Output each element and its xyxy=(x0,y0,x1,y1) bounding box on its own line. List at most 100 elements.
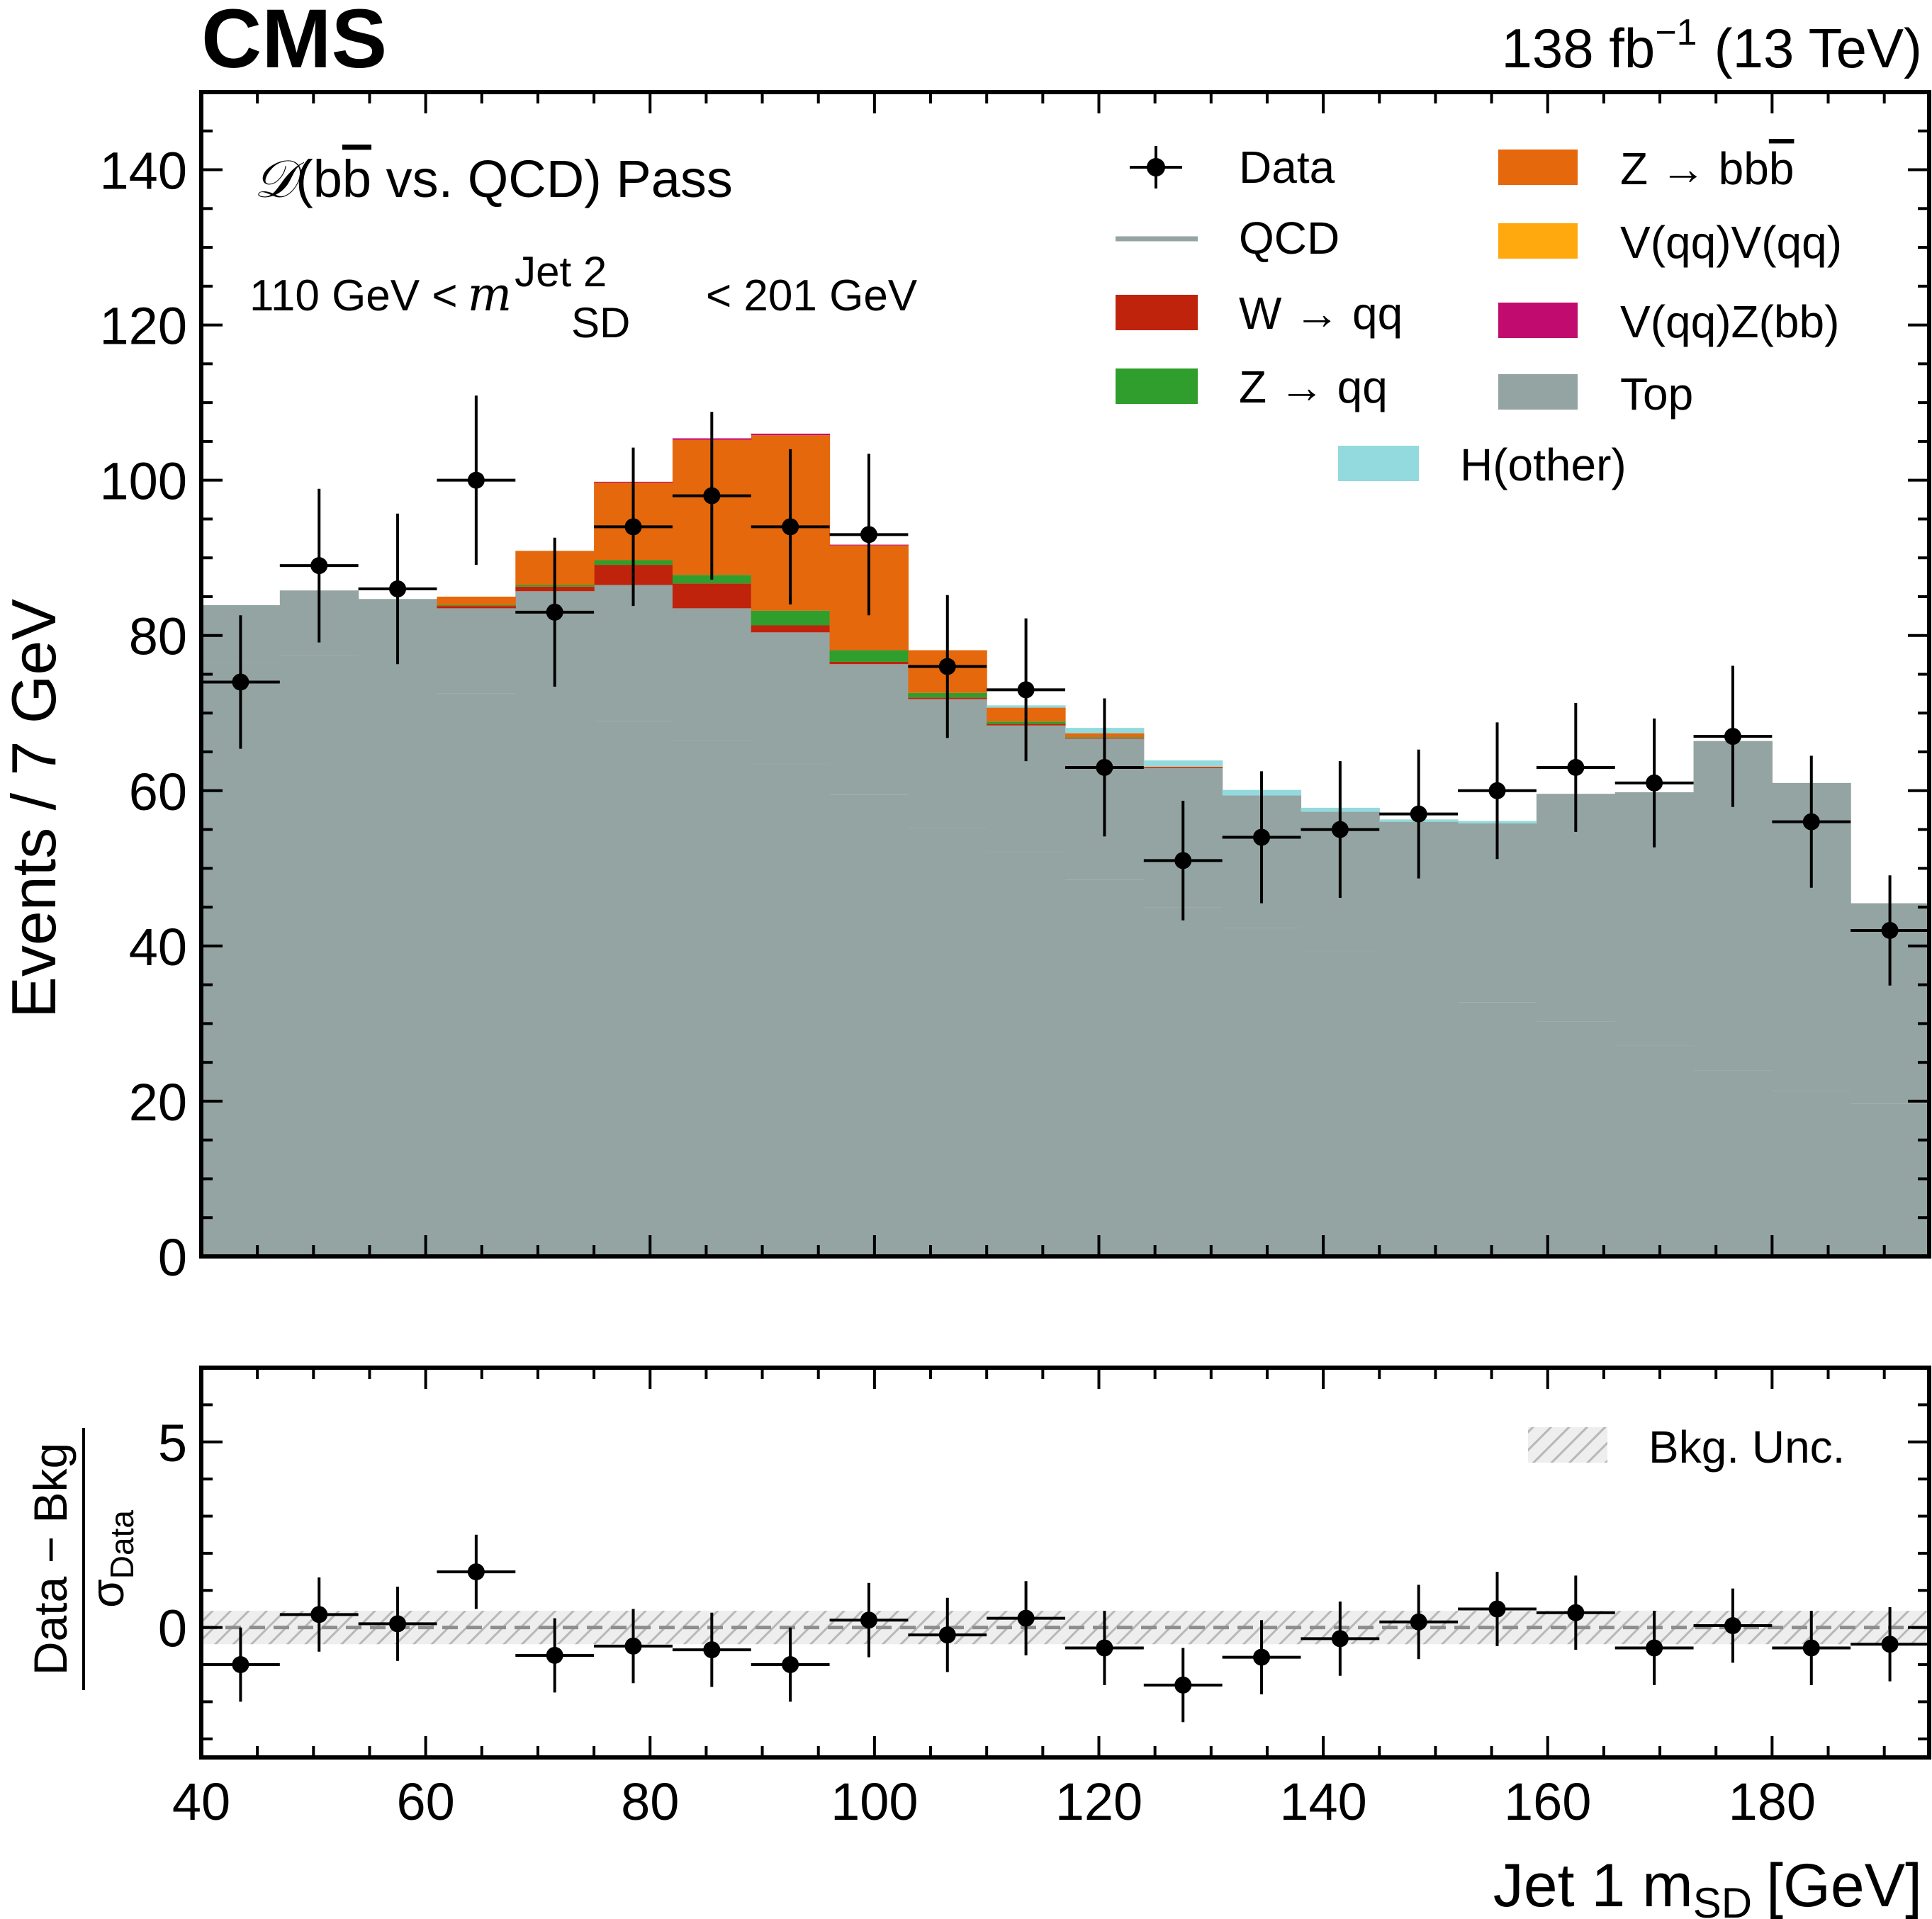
legend-zqq: Z → qq xyxy=(1116,361,1388,412)
hist-qcd-bin xyxy=(1301,951,1380,1256)
legend-hother-label: H(other) xyxy=(1460,439,1627,490)
hist-qcd-bin xyxy=(1222,928,1302,1256)
data-point xyxy=(310,557,328,575)
ratio-point xyxy=(467,1563,485,1581)
ratio-point xyxy=(1567,1604,1585,1621)
hist-qcd-bin xyxy=(1065,879,1145,1256)
main-y-tick-label: 80 xyxy=(129,607,187,666)
hist-qcd-bin xyxy=(908,828,987,1256)
region-label-bbar: b xyxy=(342,150,371,208)
ratio-point xyxy=(1802,1639,1820,1657)
ratio-frame xyxy=(199,1366,1931,1760)
stack-layer xyxy=(201,433,1929,1256)
mass-var: m xyxy=(468,267,512,322)
ratio-point xyxy=(1096,1639,1113,1657)
hist-v-qq-z-bb-bin xyxy=(751,433,831,436)
data-point xyxy=(389,580,407,598)
data-point xyxy=(703,487,721,505)
hist-qcd-bin xyxy=(1379,979,1459,1256)
hist-w-qq-bin xyxy=(1143,767,1223,769)
hist-qcd-bin xyxy=(358,674,438,1256)
main-y-tick-label: 100 xyxy=(100,452,187,511)
main-y-tick-label: 120 xyxy=(100,297,187,356)
x-tick-label: 140 xyxy=(1279,1772,1366,1831)
legend-qcd-label: QCD xyxy=(1239,213,1340,264)
mass-low: 110 GeV < xyxy=(249,271,458,320)
ratio-legend-label: Bkg. Unc. xyxy=(1649,1422,1845,1473)
legend-vv-label: V(qq)V(qq) xyxy=(1620,217,1842,268)
lumi-exponent: −1 xyxy=(1655,12,1697,53)
ratio-point xyxy=(703,1641,721,1659)
ratio-ylabel-num: Data − Bkg xyxy=(24,1443,77,1675)
region-label: 𝒟(bb vs. QCD) Pass xyxy=(254,149,733,210)
legend-wqq-swatch xyxy=(1116,295,1198,330)
hist-qcd-bin xyxy=(1614,1045,1695,1256)
hist-top-bin xyxy=(751,632,831,764)
data-point xyxy=(467,471,485,489)
hist-w-qq-bin xyxy=(751,625,831,633)
legend-zbb-label: Z → bbb xyxy=(1620,143,1794,194)
hist-qcd-bin xyxy=(201,663,281,1256)
data-point xyxy=(1881,921,1899,939)
legend-wqq-label: W → qq xyxy=(1239,288,1403,339)
legend: Data QCD W → qq Z → qq Z → bbb V(qq)V(qq… xyxy=(1116,142,1842,490)
x-label-unit: [GeV] xyxy=(1766,1852,1922,1919)
energy-value: (13 TeV) xyxy=(1714,17,1922,79)
hist-top-bin xyxy=(829,664,909,795)
mass-sup: Jet 2 xyxy=(515,248,607,296)
y-axis-label: Events / 7 GeV xyxy=(0,599,69,1018)
data-point xyxy=(782,518,799,536)
hist-z-bb-bin xyxy=(437,596,516,606)
legend-hother-swatch xyxy=(1338,446,1419,481)
hist-top-bin xyxy=(594,585,673,721)
data-point xyxy=(624,518,642,536)
main-y-tick-label: 140 xyxy=(100,142,187,201)
legend-qcd: QCD xyxy=(1116,213,1340,264)
legend-vzbb-label: V(qq)Z(bb) xyxy=(1620,296,1839,347)
ratio-point xyxy=(860,1611,877,1629)
ratio-point xyxy=(1331,1630,1349,1648)
x-tick-label: 180 xyxy=(1729,1772,1816,1831)
ratio-point xyxy=(1724,1617,1741,1635)
hist-qcd-bin xyxy=(594,721,673,1256)
x-tick-label: 80 xyxy=(621,1772,679,1831)
legend-top-swatch xyxy=(1498,374,1578,410)
ratio-point xyxy=(782,1656,799,1674)
main-y-tick-label: 20 xyxy=(129,1073,187,1132)
data-points xyxy=(201,395,1929,986)
x-axis-label: Jet 1 mSD [GeV] xyxy=(1493,1852,1922,1919)
main-axes: 0 20 40 60 80 100 120 140 xyxy=(100,90,1931,1287)
hist-qcd-bin xyxy=(672,740,752,1256)
hist-qcd-bin xyxy=(1143,907,1223,1256)
hist-qcd-bin xyxy=(829,794,909,1256)
data-point xyxy=(1331,821,1349,838)
data-point xyxy=(1096,758,1113,776)
legend-vzbb-swatch xyxy=(1498,303,1578,338)
legend-data-label: Data xyxy=(1239,142,1335,193)
data-point xyxy=(1174,852,1192,870)
hist-w-qq-bin xyxy=(672,583,752,609)
ratio-ylabel-den: σData xyxy=(81,1510,140,1608)
main-y-tick-label: 0 xyxy=(158,1228,187,1287)
x-tick-label: 100 xyxy=(831,1772,918,1831)
region-label-a: (b xyxy=(296,150,342,208)
main-y-tick-label: 60 xyxy=(129,762,187,821)
data-point xyxy=(1802,813,1820,831)
hist-qcd-bin xyxy=(1536,1021,1616,1256)
data-point xyxy=(1567,758,1585,776)
hist-qcd-bin xyxy=(279,655,359,1256)
legend-data-marker xyxy=(1147,158,1165,176)
x-tick-label: 120 xyxy=(1055,1772,1142,1831)
cms-label: CMS xyxy=(201,0,387,86)
ratio-ylabel-sub: Data xyxy=(103,1510,140,1580)
lumi-label: 138 fb−1 (13 TeV) xyxy=(1501,12,1922,79)
data-point xyxy=(1410,805,1427,823)
ratio-point xyxy=(1017,1609,1035,1627)
data-point xyxy=(232,673,249,691)
lumi-value: 138 fb xyxy=(1501,17,1655,79)
hist-qcd-bin xyxy=(437,693,516,1256)
x-tick-label: 60 xyxy=(396,1772,454,1831)
ratio-point xyxy=(1174,1676,1192,1694)
ratio-y-tick-label: 0 xyxy=(158,1599,187,1658)
